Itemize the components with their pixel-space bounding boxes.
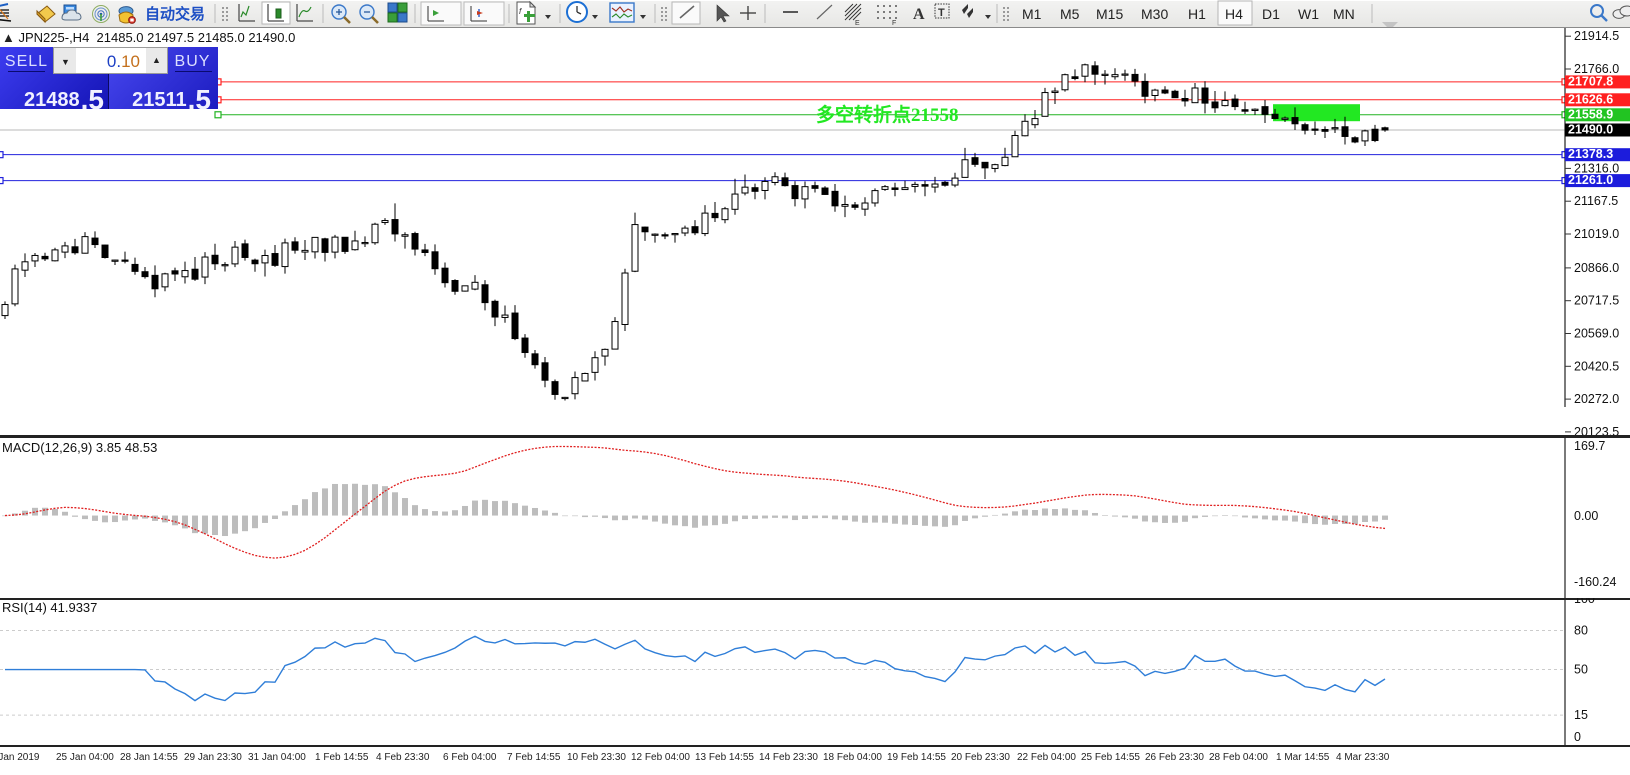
svg-text:F: F <box>892 20 896 27</box>
svg-text:20420.5: 20420.5 <box>1574 359 1619 373</box>
svg-text:MN: MN <box>1333 6 1355 22</box>
svg-text:-160.24: -160.24 <box>1574 575 1616 589</box>
svg-text:20866.0: 20866.0 <box>1574 261 1619 275</box>
svg-text:E: E <box>855 20 860 27</box>
svg-text:W1: W1 <box>1298 6 1319 22</box>
svg-text:M5: M5 <box>1060 6 1080 22</box>
svg-text:H4: H4 <box>1225 6 1243 22</box>
svg-text:21490.0: 21490.0 <box>1568 123 1613 137</box>
svg-text:21707.8: 21707.8 <box>1568 74 1613 88</box>
svg-text:50: 50 <box>1574 663 1588 677</box>
svg-text:0.00: 0.00 <box>1574 509 1598 523</box>
svg-text:21558.9: 21558.9 <box>1568 107 1613 121</box>
svg-text:21019.0: 21019.0 <box>1574 227 1619 241</box>
svg-text:多空转折点21558: 多空转折点21558 <box>816 103 959 126</box>
svg-text:D1: D1 <box>1262 6 1280 22</box>
svg-text:21167.5: 21167.5 <box>1574 194 1618 208</box>
svg-text:A: A <box>913 6 925 23</box>
svg-text:80: 80 <box>1574 624 1588 638</box>
svg-text:M1: M1 <box>1022 6 1042 22</box>
svg-text:100: 100 <box>1574 598 1595 606</box>
svg-text:M30: M30 <box>1141 6 1168 22</box>
svg-text:169.7: 169.7 <box>1574 439 1605 453</box>
svg-text:M15: M15 <box>1096 6 1123 22</box>
svg-text:20569.0: 20569.0 <box>1574 327 1619 341</box>
svg-text:21378.3: 21378.3 <box>1568 147 1613 161</box>
svg-text:21261.0: 21261.0 <box>1568 173 1613 187</box>
svg-text:20272.0: 20272.0 <box>1574 392 1619 406</box>
svg-text:21626.6: 21626.6 <box>1568 92 1613 106</box>
svg-text:T: T <box>938 7 945 19</box>
svg-text:21914.5: 21914.5 <box>1574 29 1619 43</box>
svg-text:20123.5: 20123.5 <box>1574 425 1619 435</box>
svg-text:0: 0 <box>1574 730 1581 744</box>
svg-text:H1: H1 <box>1188 6 1206 22</box>
svg-text:20717.5: 20717.5 <box>1574 294 1619 308</box>
svg-text:自动交易: 自动交易 <box>145 5 205 23</box>
svg-text:15: 15 <box>1574 708 1588 722</box>
